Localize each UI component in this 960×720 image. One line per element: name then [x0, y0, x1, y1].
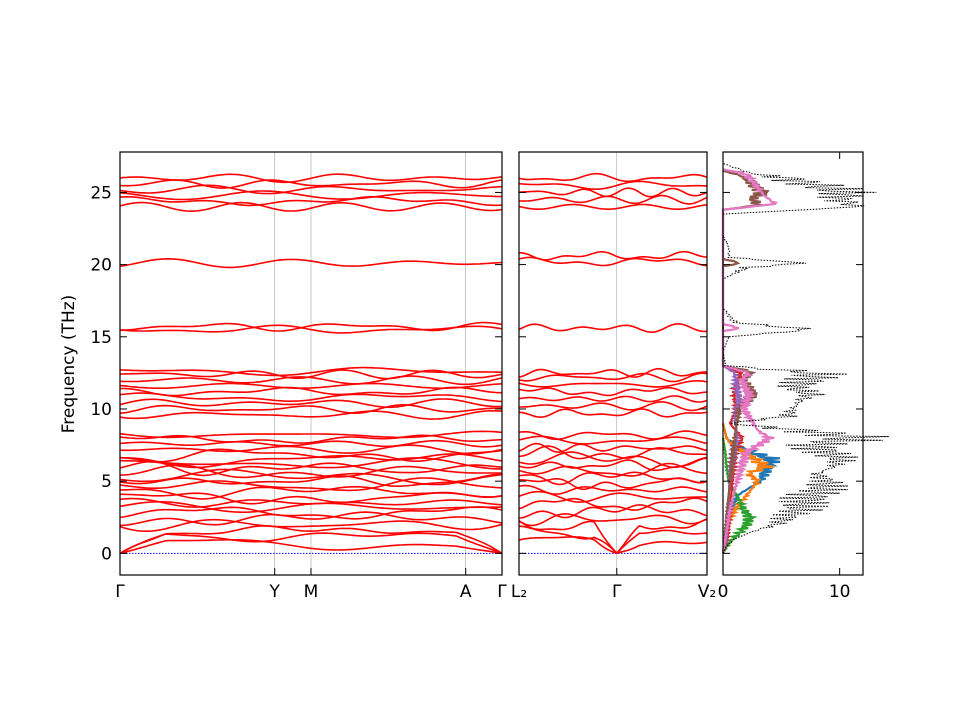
- x-tick-label: L₂: [511, 582, 527, 602]
- phonon-band: [119, 369, 503, 380]
- phonon-band: [119, 448, 503, 463]
- phonon-band: [119, 468, 503, 486]
- phonon-band: [518, 451, 708, 468]
- phonon-band: [518, 256, 708, 267]
- phonon-band: [518, 430, 708, 441]
- phonon-band: [119, 201, 503, 213]
- phonon-band: [518, 323, 708, 333]
- phonon-band: [119, 430, 503, 439]
- phonon-band: [518, 380, 708, 388]
- phonon-band: [518, 462, 708, 477]
- phonon-band: [518, 401, 708, 412]
- phonon-band: [518, 435, 708, 445]
- phonon-band: [120, 453, 503, 469]
- phonon-band: [518, 386, 708, 397]
- phonon-band: [119, 366, 503, 377]
- phonon-band: [119, 439, 503, 448]
- phonon-band: [120, 321, 503, 332]
- x-tick-label: V₂: [698, 582, 716, 602]
- phonon-band: [518, 194, 708, 205]
- x-tick-label: Γ: [115, 582, 125, 602]
- phonon-band: [119, 525, 503, 554]
- y-tick-label: 20: [90, 256, 112, 276]
- phonon-band: [119, 485, 503, 500]
- phonon-band: [518, 497, 708, 511]
- phonon-band: [119, 497, 503, 508]
- phonon-band: [119, 398, 503, 409]
- projected-dos-curve: [721, 437, 758, 554]
- dos-panel-frame: [722, 151, 864, 576]
- phonon-band: [119, 324, 503, 334]
- phonon-band: [119, 511, 503, 527]
- phonon-band: [120, 386, 502, 397]
- phonon-band: [518, 536, 708, 554]
- band-panel-second: L₂ Γ V₂: [511, 151, 716, 602]
- y-tick-label: 25: [90, 183, 112, 203]
- phonon-band: [518, 187, 708, 198]
- phonon-band: [518, 408, 708, 419]
- phonon-band: [120, 457, 503, 470]
- band-panel-second-frame: [518, 151, 708, 576]
- x-tick-label: Y: [269, 582, 281, 602]
- phonon-band: [518, 513, 708, 527]
- x-tick-label: Γ: [497, 582, 507, 602]
- y-tick-label: 0: [101, 544, 112, 564]
- y-tick-label: 5: [101, 472, 112, 492]
- phonon-band: [119, 257, 503, 269]
- phonon-band: [518, 367, 707, 378]
- phonon-band: [518, 372, 708, 383]
- phonon-band: [518, 504, 708, 519]
- phonon-band: [518, 484, 708, 495]
- y-tick-label: 15: [90, 328, 112, 348]
- phonon-band: [119, 173, 503, 184]
- band-panel-main-frame: [119, 151, 503, 576]
- phonon-band: [119, 444, 503, 455]
- phonon-band: [119, 460, 503, 477]
- x-tick-label: 0: [718, 582, 729, 602]
- phonon-band: [518, 471, 708, 486]
- phonon-band: [119, 190, 502, 201]
- x-tick-label: M: [304, 582, 319, 602]
- phonon-band: [119, 434, 503, 444]
- phonon-band: [518, 180, 708, 190]
- x-tick-label: A: [460, 582, 472, 602]
- phonon-band: [119, 403, 502, 415]
- phonon-band: [119, 410, 503, 420]
- phonon-band: [119, 473, 503, 487]
- phonon-band: [119, 532, 503, 555]
- y-axis-label: Frequency (THz): [59, 295, 79, 434]
- x-tick-label: 10: [829, 582, 851, 602]
- phonon-band: [119, 196, 503, 207]
- phonon-band: [119, 539, 503, 555]
- phonon-band: [518, 395, 708, 403]
- phonon-band: [518, 518, 708, 554]
- phonon-band: [518, 203, 708, 210]
- phonon-band: [119, 392, 503, 403]
- phonon-band: [119, 382, 503, 389]
- phonon-band: [519, 250, 707, 261]
- phonon-band: [119, 477, 503, 492]
- x-tick-label: Γ: [612, 582, 622, 602]
- y-tick-label: 10: [90, 400, 112, 420]
- phonon-band: [119, 506, 503, 520]
- phonon-band: [119, 518, 503, 532]
- phonon-band: [518, 442, 708, 453]
- phonon-band: [518, 172, 708, 183]
- phonon-band: [518, 445, 708, 460]
- phonon-band: [119, 375, 503, 386]
- dos-panel: 0 10: [718, 151, 890, 602]
- phonon-band: [119, 184, 503, 195]
